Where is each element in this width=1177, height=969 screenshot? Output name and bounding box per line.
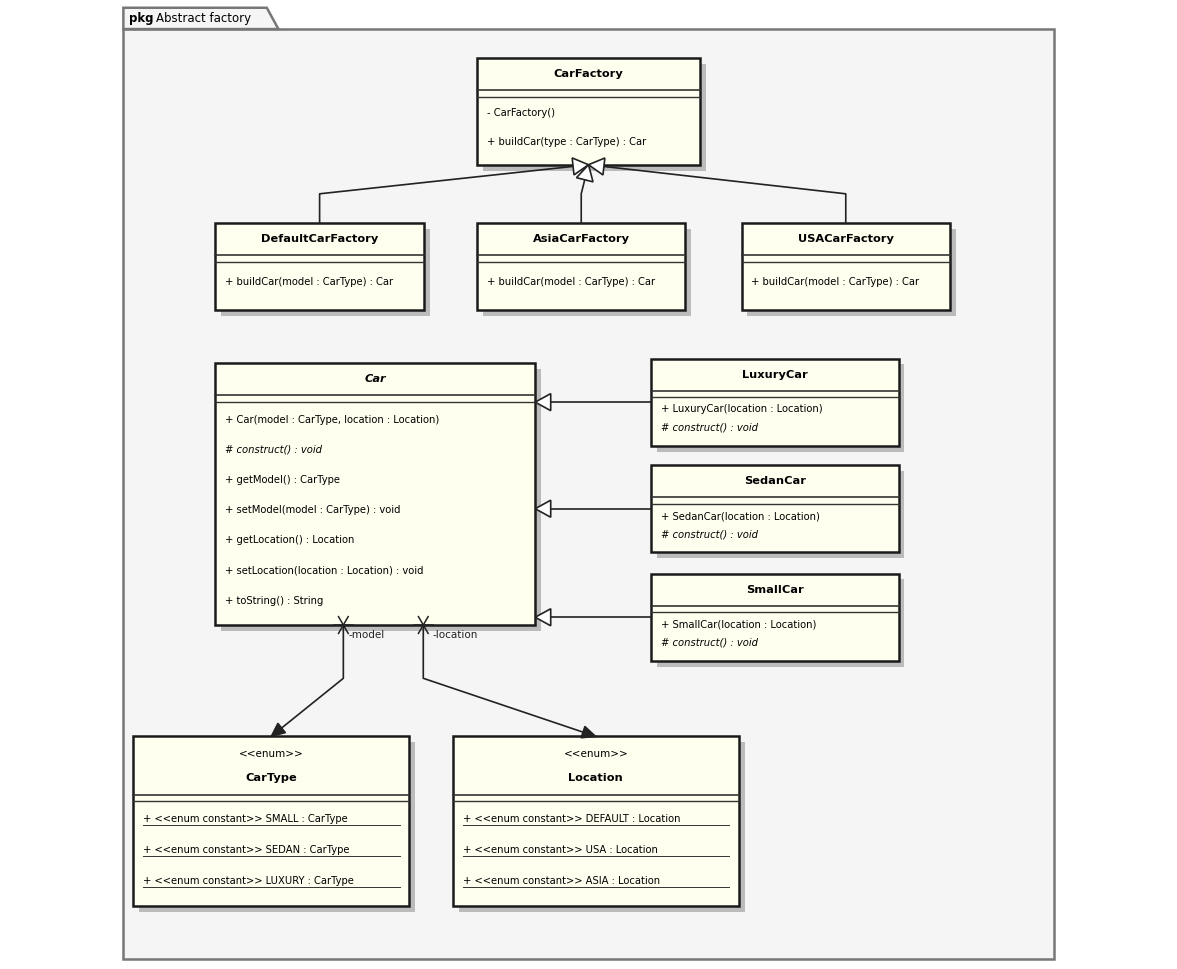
Text: # construct() : void: # construct() : void: [661, 422, 758, 433]
FancyBboxPatch shape: [652, 574, 898, 661]
Text: + buildCar(model : CarType) : Car: + buildCar(model : CarType) : Car: [225, 277, 393, 287]
Text: -location: -location: [433, 630, 478, 640]
Text: USACarFactory: USACarFactory: [798, 234, 893, 244]
FancyBboxPatch shape: [652, 465, 898, 552]
FancyBboxPatch shape: [483, 64, 706, 171]
FancyBboxPatch shape: [483, 229, 691, 316]
Text: DefaultCarFactory: DefaultCarFactory: [261, 234, 378, 244]
Polygon shape: [536, 393, 551, 411]
Text: LuxuryCar: LuxuryCar: [743, 369, 807, 380]
Text: CarFactory: CarFactory: [553, 69, 624, 79]
Polygon shape: [588, 158, 605, 175]
Text: SmallCar: SmallCar: [746, 584, 804, 595]
Text: + setLocation(location : Location) : void: + setLocation(location : Location) : voi…: [225, 566, 424, 576]
Text: Location: Location: [568, 773, 623, 783]
Text: + <<enum constant>> SEDAN : CarType: + <<enum constant>> SEDAN : CarType: [142, 845, 350, 856]
Polygon shape: [271, 723, 286, 736]
FancyBboxPatch shape: [652, 359, 898, 446]
FancyBboxPatch shape: [477, 58, 700, 165]
Text: + setModel(model : CarType) : void: + setModel(model : CarType) : void: [225, 505, 400, 516]
Text: + getModel() : CarType: + getModel() : CarType: [225, 475, 340, 484]
Polygon shape: [536, 609, 551, 626]
Text: # construct() : void: # construct() : void: [225, 445, 322, 454]
Text: + toString() : String: + toString() : String: [225, 596, 324, 606]
FancyBboxPatch shape: [477, 223, 685, 310]
Polygon shape: [572, 158, 588, 174]
Text: + <<enum constant>> ASIA : Location: + <<enum constant>> ASIA : Location: [463, 876, 659, 887]
FancyBboxPatch shape: [133, 736, 410, 906]
Polygon shape: [577, 165, 593, 182]
Text: + <<enum constant>> DEFAULT : Location: + <<enum constant>> DEFAULT : Location: [463, 814, 680, 825]
FancyBboxPatch shape: [215, 223, 424, 310]
FancyBboxPatch shape: [221, 229, 430, 316]
Text: CarType: CarType: [245, 773, 297, 783]
FancyBboxPatch shape: [459, 742, 745, 912]
FancyBboxPatch shape: [139, 742, 415, 912]
Polygon shape: [581, 727, 596, 737]
FancyBboxPatch shape: [124, 29, 1053, 959]
FancyBboxPatch shape: [215, 363, 536, 625]
Text: + buildCar(model : CarType) : Car: + buildCar(model : CarType) : Car: [751, 277, 919, 287]
Text: + SmallCar(location : Location): + SmallCar(location : Location): [661, 619, 817, 630]
Text: + SedanCar(location : Location): + SedanCar(location : Location): [661, 511, 820, 521]
Text: + LuxuryCar(location : Location): + LuxuryCar(location : Location): [661, 404, 823, 415]
Text: + <<enum constant>> SMALL : CarType: + <<enum constant>> SMALL : CarType: [142, 814, 347, 825]
Text: -model: -model: [348, 630, 385, 640]
FancyBboxPatch shape: [657, 471, 904, 558]
Text: - CarFactory(): - CarFactory(): [487, 109, 554, 118]
Polygon shape: [536, 500, 551, 517]
Polygon shape: [124, 8, 279, 29]
Text: # construct() : void: # construct() : void: [661, 638, 758, 648]
Text: + getLocation() : Location: + getLocation() : Location: [225, 535, 354, 546]
Text: + <<enum constant>> LUXURY : CarType: + <<enum constant>> LUXURY : CarType: [142, 876, 353, 887]
Text: AsiaCarFactory: AsiaCarFactory: [533, 234, 630, 244]
Text: <<enum>>: <<enum>>: [239, 749, 304, 759]
Text: + buildCar(model : CarType) : Car: + buildCar(model : CarType) : Car: [487, 277, 654, 287]
Text: # construct() : void: # construct() : void: [661, 529, 758, 540]
Text: + <<enum constant>> USA : Location: + <<enum constant>> USA : Location: [463, 845, 658, 856]
Text: Abstract factory: Abstract factory: [157, 12, 252, 25]
Text: pkg: pkg: [129, 12, 154, 25]
FancyBboxPatch shape: [747, 229, 956, 316]
FancyBboxPatch shape: [742, 223, 950, 310]
FancyBboxPatch shape: [453, 736, 739, 906]
Text: SedanCar: SedanCar: [744, 476, 806, 486]
FancyBboxPatch shape: [657, 579, 904, 667]
FancyBboxPatch shape: [657, 364, 904, 452]
FancyBboxPatch shape: [221, 369, 541, 631]
Text: <<enum>>: <<enum>>: [564, 749, 629, 759]
Text: + Car(model : CarType, location : Location): + Car(model : CarType, location : Locati…: [225, 415, 439, 424]
Text: Car: Car: [365, 374, 386, 385]
Text: + buildCar(type : CarType) : Car: + buildCar(type : CarType) : Car: [487, 137, 646, 146]
